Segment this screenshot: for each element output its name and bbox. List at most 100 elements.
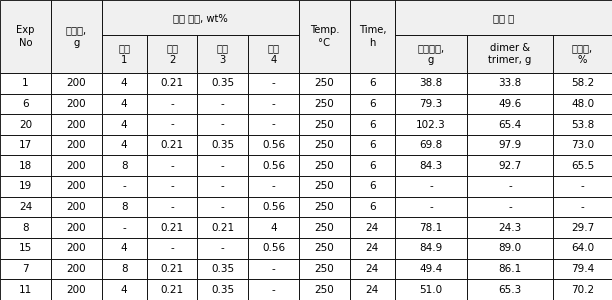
Bar	[51, 135, 102, 155]
Bar	[147, 73, 198, 94]
Bar	[467, 197, 553, 218]
Bar	[299, 218, 350, 238]
Bar	[467, 35, 553, 73]
Text: 0.35: 0.35	[211, 264, 234, 274]
Text: 4: 4	[121, 140, 127, 150]
Text: 촉매
2: 촉매 2	[166, 43, 178, 65]
Bar	[350, 238, 395, 259]
Text: 4: 4	[121, 99, 127, 109]
Text: 97.9: 97.9	[498, 140, 521, 150]
Text: 48.0: 48.0	[571, 99, 594, 109]
Text: 15: 15	[19, 243, 32, 254]
Text: 0.21: 0.21	[160, 78, 184, 88]
Bar	[147, 197, 198, 218]
Text: 89.0: 89.0	[498, 243, 521, 254]
Bar	[102, 176, 147, 197]
Bar	[248, 155, 299, 176]
Text: 4: 4	[121, 78, 127, 88]
Bar	[147, 279, 198, 300]
Text: 6: 6	[369, 182, 376, 191]
Bar	[467, 94, 553, 114]
Bar	[248, 279, 299, 300]
Text: -: -	[508, 202, 512, 212]
Text: -: -	[170, 99, 174, 109]
Bar	[248, 73, 299, 94]
Bar	[467, 238, 553, 259]
Bar	[299, 259, 350, 279]
Text: 200: 200	[66, 182, 86, 191]
Bar	[299, 238, 350, 259]
Text: -: -	[122, 223, 126, 233]
Bar	[350, 279, 395, 300]
Bar	[299, 135, 350, 155]
Bar	[248, 35, 299, 73]
Text: 0.21: 0.21	[160, 285, 184, 295]
Text: 6: 6	[369, 161, 376, 171]
Text: 0.21: 0.21	[211, 223, 234, 233]
Bar	[299, 176, 350, 197]
Text: -: -	[221, 161, 225, 171]
Text: -: -	[272, 78, 275, 88]
Bar	[553, 114, 612, 135]
Bar	[395, 73, 467, 94]
Bar	[102, 135, 147, 155]
Bar	[248, 218, 299, 238]
Text: 17: 17	[19, 140, 32, 150]
Bar	[198, 197, 248, 218]
Text: 0.56: 0.56	[262, 243, 285, 254]
Text: -: -	[170, 161, 174, 171]
Bar	[553, 238, 612, 259]
Bar	[102, 114, 147, 135]
Bar	[198, 35, 248, 73]
Text: 0.56: 0.56	[262, 202, 285, 212]
Text: 250: 250	[315, 140, 334, 150]
Bar	[467, 114, 553, 135]
Text: 증류 후: 증류 후	[493, 13, 514, 23]
Bar	[248, 197, 299, 218]
Bar	[350, 197, 395, 218]
Text: 8: 8	[22, 223, 29, 233]
Text: 6: 6	[369, 119, 376, 130]
Text: 79.3: 79.3	[419, 99, 442, 109]
Text: 1: 1	[22, 78, 29, 88]
Bar	[395, 279, 467, 300]
Text: 0.56: 0.56	[262, 140, 285, 150]
Text: -: -	[508, 182, 512, 191]
Bar	[102, 279, 147, 300]
Bar	[553, 73, 612, 94]
Text: Temp.
°C: Temp. °C	[310, 25, 339, 48]
Bar	[147, 155, 198, 176]
Text: 7: 7	[22, 264, 29, 274]
Bar	[51, 94, 102, 114]
Text: 250: 250	[315, 99, 334, 109]
Bar	[395, 94, 467, 114]
Bar	[553, 35, 612, 73]
Text: 4: 4	[121, 285, 127, 295]
Bar	[198, 176, 248, 197]
Text: 79.4: 79.4	[571, 264, 594, 274]
Text: 250: 250	[315, 264, 334, 274]
Text: 200: 200	[66, 285, 86, 295]
Bar	[467, 135, 553, 155]
Bar	[198, 73, 248, 94]
Bar	[102, 238, 147, 259]
Bar	[198, 218, 248, 238]
Bar	[299, 0, 350, 73]
Bar	[198, 238, 248, 259]
Bar	[147, 114, 198, 135]
Text: -: -	[429, 202, 433, 212]
Bar	[102, 197, 147, 218]
Text: 4: 4	[121, 243, 127, 254]
Text: 6: 6	[369, 140, 376, 150]
Text: -: -	[272, 182, 275, 191]
Bar	[102, 155, 147, 176]
Text: 200: 200	[66, 99, 86, 109]
Bar	[395, 176, 467, 197]
Bar	[395, 259, 467, 279]
Bar	[147, 176, 198, 197]
Bar	[147, 259, 198, 279]
Text: 84.9: 84.9	[419, 243, 442, 254]
Bar	[395, 114, 467, 135]
Bar	[51, 0, 102, 73]
Bar	[350, 114, 395, 135]
